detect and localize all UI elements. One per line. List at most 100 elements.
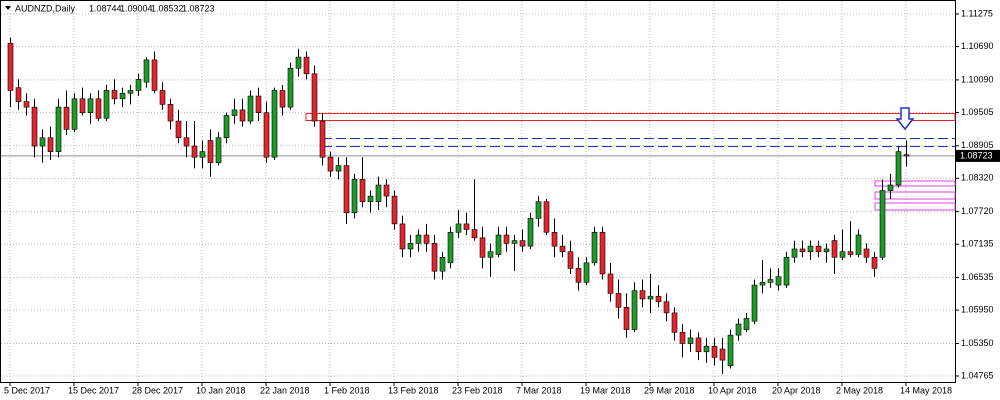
candle-body xyxy=(831,240,838,258)
candle-body xyxy=(359,179,366,202)
candle-body xyxy=(343,165,350,214)
candle-body xyxy=(327,156,334,172)
candle-body xyxy=(487,251,494,258)
candle-body xyxy=(895,151,902,186)
candle-body xyxy=(311,73,318,122)
candle-body xyxy=(887,184,894,191)
candle-body xyxy=(207,140,214,164)
candle-body xyxy=(455,223,462,233)
candle-body xyxy=(463,223,470,230)
candle-body xyxy=(655,295,662,303)
ohlc-close: 1.08723 xyxy=(182,3,215,13)
x-tick-label: 10 Apr 2018 xyxy=(708,385,757,395)
candle-body xyxy=(527,218,534,247)
candle-body xyxy=(167,104,174,122)
x-tick-label: 19 Mar 2018 xyxy=(580,385,631,395)
y-tick-label: 1.09505 xyxy=(961,107,994,117)
y-tick-label: 1.04765 xyxy=(961,370,994,380)
support-zone xyxy=(874,180,956,187)
candle-body xyxy=(383,184,390,197)
candle-body xyxy=(239,109,246,122)
y-tick-label: 1.08905 xyxy=(961,140,994,150)
candle-body xyxy=(175,120,182,139)
candle-body xyxy=(727,334,734,367)
candle-body xyxy=(447,231,454,264)
x-tick-label: 1 Feb 2018 xyxy=(324,385,370,395)
candle-body xyxy=(839,251,846,258)
x-tick-label: 13 Feb 2018 xyxy=(388,385,439,395)
candle-body xyxy=(799,248,806,253)
candle-body xyxy=(575,268,582,283)
candle-body xyxy=(543,201,550,233)
y-tick-label: 1.10690 xyxy=(961,41,994,51)
candle-body xyxy=(7,42,14,91)
ohlc-low: 1.08532 xyxy=(151,3,184,13)
candle-body xyxy=(519,240,526,247)
x-tick-label: 2 May 2018 xyxy=(836,385,883,395)
plot-frame xyxy=(0,0,956,383)
candle-body xyxy=(295,56,302,69)
current-price-label: 1.08723 xyxy=(960,150,993,160)
candle-body xyxy=(735,323,742,336)
candle-body xyxy=(663,301,670,314)
candle-body xyxy=(423,234,430,244)
candle-body xyxy=(415,234,422,244)
candle-body xyxy=(535,201,542,219)
candle-body xyxy=(95,98,102,119)
candle-body xyxy=(511,240,518,244)
candle-body xyxy=(639,290,646,300)
candle-body xyxy=(823,248,830,253)
candle-body xyxy=(607,273,614,294)
annotations xyxy=(305,107,956,211)
candle-body xyxy=(335,165,342,172)
y-tick-label: 1.07135 xyxy=(961,239,994,249)
candle-body xyxy=(199,151,206,158)
x-tick-label: 29 Mar 2018 xyxy=(644,385,695,395)
y-tick-label: 1.11275 xyxy=(961,8,993,18)
candle-body xyxy=(247,95,254,122)
candle-body xyxy=(583,262,590,283)
candle-body xyxy=(303,56,310,75)
candle-body xyxy=(591,231,598,264)
candle-body xyxy=(79,98,86,114)
candle-body xyxy=(615,293,622,308)
candle-body xyxy=(503,234,510,244)
menu-triangle xyxy=(5,6,11,10)
candle-body xyxy=(767,279,774,283)
candle-body xyxy=(719,348,726,361)
x-tick-label: 20 Apr 2018 xyxy=(772,385,821,395)
candle-body xyxy=(775,276,782,286)
x-tick-label: 10 Jan 2018 xyxy=(196,385,246,395)
support-zone xyxy=(874,191,956,200)
y-tick-label: 1.08320 xyxy=(961,173,994,183)
candle-body xyxy=(679,332,686,344)
resistance-zone xyxy=(305,113,956,121)
candle-body xyxy=(855,234,862,255)
candle-body xyxy=(671,312,678,333)
candle-body xyxy=(471,229,478,239)
candle-body xyxy=(783,256,790,286)
candle-body xyxy=(279,90,286,108)
candle-body xyxy=(631,290,638,330)
candle-body xyxy=(399,223,406,250)
y-tick-label: 1.07720 xyxy=(961,206,994,216)
candle-body xyxy=(367,195,374,202)
candle-body xyxy=(863,248,870,258)
candle-body xyxy=(31,106,38,147)
candle-body xyxy=(567,251,574,269)
grid xyxy=(1,1,955,382)
candle-body xyxy=(263,112,270,158)
candle-body xyxy=(791,248,798,258)
candle-body xyxy=(743,318,750,330)
x-tick-label: 5 Dec 2017 xyxy=(4,385,50,395)
candle-body xyxy=(903,154,910,157)
candle-body xyxy=(703,345,710,353)
x-tick-label: 15 Dec 2017 xyxy=(68,385,119,395)
current-price-box xyxy=(956,149,1000,162)
candle-body xyxy=(551,231,558,247)
y-tick-label: 1.10090 xyxy=(961,74,994,84)
candle-body xyxy=(39,137,46,147)
ohlc-open: 1.08744 xyxy=(89,3,122,13)
